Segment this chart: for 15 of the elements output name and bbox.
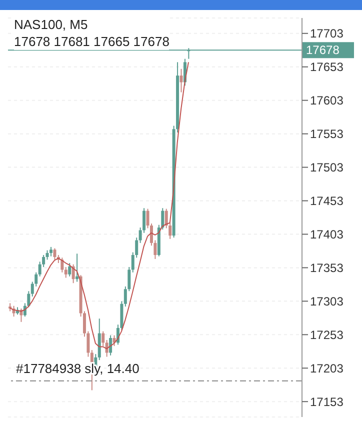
chart-title: NAS100, M5 (14, 16, 89, 33)
y-tick-label: 17153 (310, 394, 344, 409)
y-tick-label: 17253 (310, 328, 344, 342)
y-tick-label: 17603 (310, 94, 344, 108)
y-tick-label: 17403 (310, 227, 344, 242)
y-tick-label: 17353 (310, 260, 344, 275)
ref-line-label: 17678 (306, 43, 340, 58)
y-tick-label: 17653 (310, 60, 344, 74)
y-tick-label: 17303 (310, 294, 344, 308)
y-tick-label: 17203 (310, 361, 344, 376)
y-tick-label: 17553 (310, 127, 344, 142)
y-tick-label: 17703 (310, 26, 344, 41)
y-tick-label: 17503 (310, 160, 344, 175)
text: 17678 17681 17665 17678 (14, 33, 170, 50)
y-tick-label: 17453 (310, 194, 344, 208)
